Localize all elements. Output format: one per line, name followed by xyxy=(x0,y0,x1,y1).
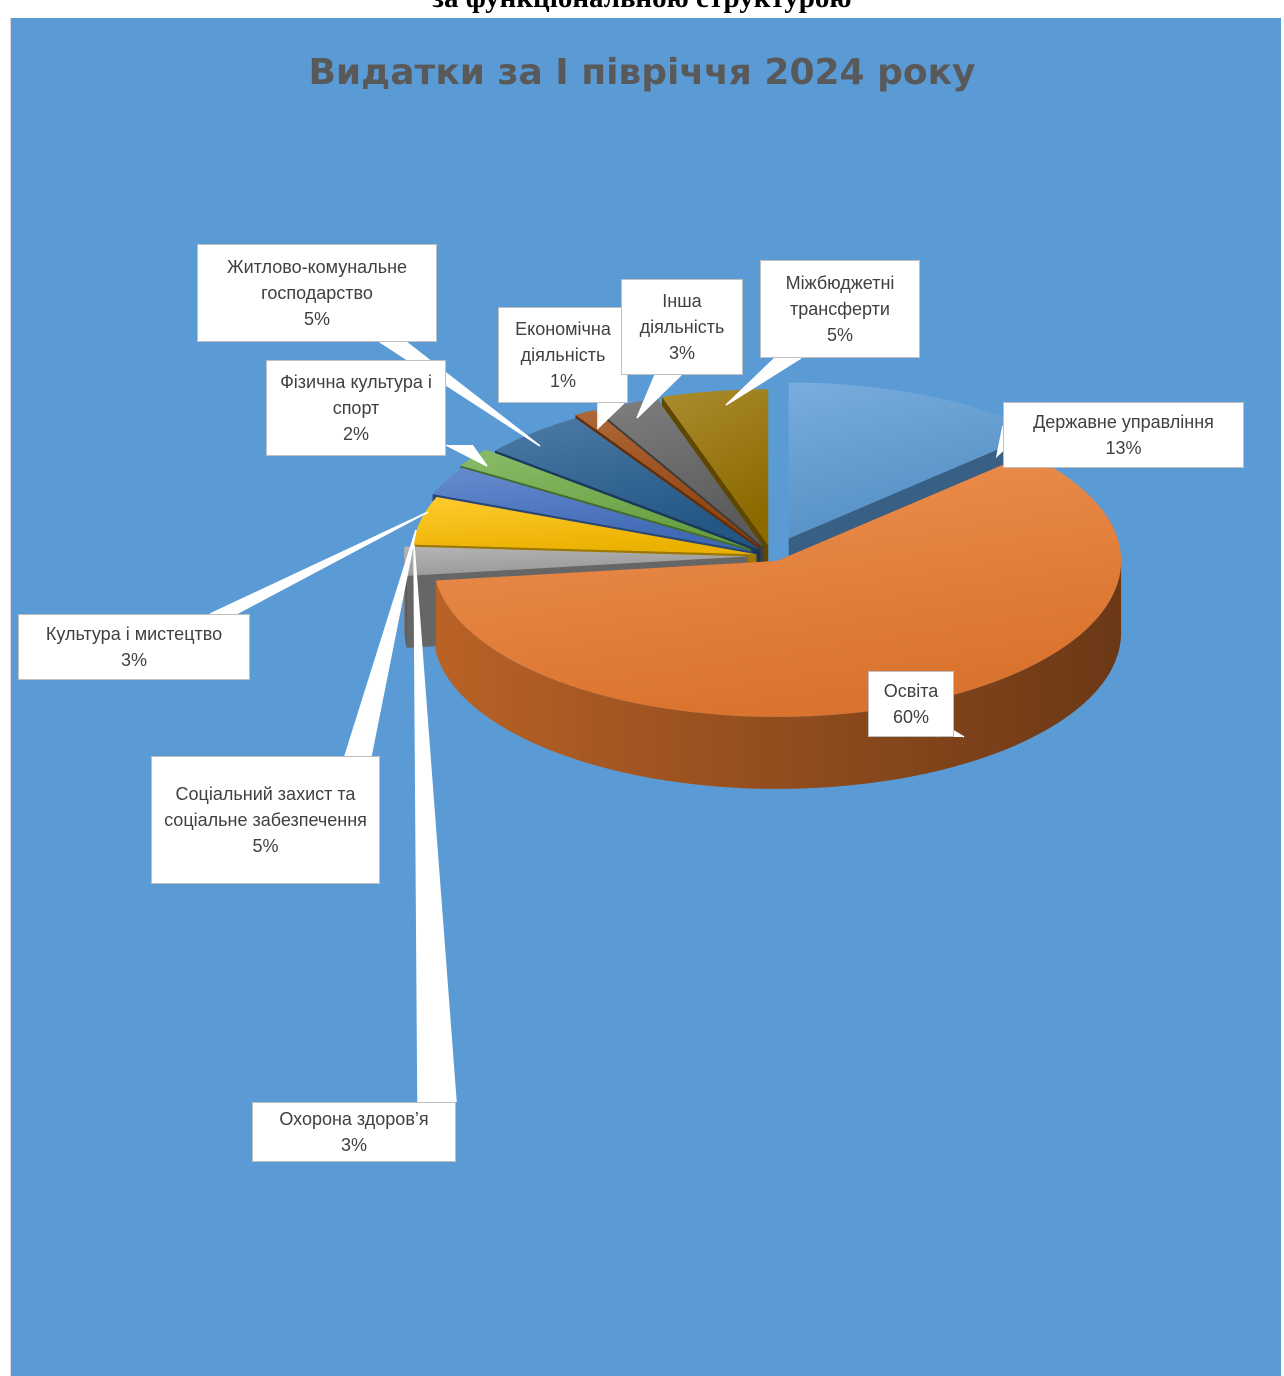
leader-line-4 xyxy=(209,511,429,615)
slice-9 xyxy=(661,389,769,546)
leader-line-8 xyxy=(636,374,682,419)
data-label-8: Інша діяльність 3% xyxy=(621,279,743,375)
data-label-category: Міжбюджетні трансферти xyxy=(785,273,895,319)
slice-6 xyxy=(495,418,761,550)
slice-7 xyxy=(575,409,760,547)
data-label-category: Фізична культура і спорт xyxy=(280,372,432,418)
leader-line-2 xyxy=(413,544,457,1103)
slice-3 xyxy=(413,496,757,555)
data-label-5: Фізична культура і спорт 2% xyxy=(266,360,446,456)
data-label-percent: 13% xyxy=(1105,438,1142,458)
chart-title: Видатки за І півріччя 2024 року xyxy=(308,52,976,93)
data-label-percent: 2% xyxy=(342,424,369,444)
data-label-category: Інша діяльність xyxy=(639,291,725,337)
data-label-percent: 1% xyxy=(549,371,576,391)
data-label-percent: 5% xyxy=(303,309,330,329)
data-label-category: Житлово-комунальне господарство xyxy=(226,257,408,303)
data-label-percent: 3% xyxy=(340,1135,367,1155)
slice-0 xyxy=(788,382,1040,539)
data-label-0: Державне управління 13% xyxy=(1003,402,1244,468)
data-label-9: Міжбюджетні трансферти 5% xyxy=(760,260,920,358)
leader-line-7 xyxy=(597,402,625,430)
document-heading: за функціональною структурою xyxy=(0,0,1284,13)
data-label-category: Охорона здоров’я xyxy=(279,1109,429,1129)
slice-2 xyxy=(404,546,749,576)
data-label-percent: 5% xyxy=(252,836,279,856)
leader-line-9 xyxy=(725,357,802,406)
data-label-percent: 5% xyxy=(826,325,853,345)
data-label-6: Житлово-комунальне господарство 5% xyxy=(197,244,437,342)
data-label-percent: 3% xyxy=(668,343,695,363)
leader-line-5 xyxy=(445,444,488,467)
data-label-percent: 3% xyxy=(120,650,147,670)
data-label-percent: 60% xyxy=(892,707,930,727)
data-label-category: Державне управління xyxy=(1033,412,1214,432)
slice-5 xyxy=(460,449,751,550)
slice-1 xyxy=(435,454,1122,717)
data-label-category: Економічна діяльність xyxy=(515,319,611,365)
data-label-3: Соціальний захист та соціальне забезпече… xyxy=(151,756,380,884)
data-label-category: Культура і мистецтво xyxy=(45,624,223,644)
slice-8 xyxy=(597,398,764,547)
slice-4 xyxy=(432,467,753,552)
data-label-4: Культура і мистецтво 3% xyxy=(18,614,250,680)
data-label-category: Освіта xyxy=(883,681,939,701)
data-label-1: Освіта 60% xyxy=(868,671,954,737)
data-label-2: Охорона здоров’я 3% xyxy=(252,1102,456,1162)
data-label-category: Соціальний захист та соціальне забезпече… xyxy=(164,784,367,830)
leader-line-3 xyxy=(344,529,417,757)
data-label-7: Економічна діяльність 1% xyxy=(498,307,628,403)
